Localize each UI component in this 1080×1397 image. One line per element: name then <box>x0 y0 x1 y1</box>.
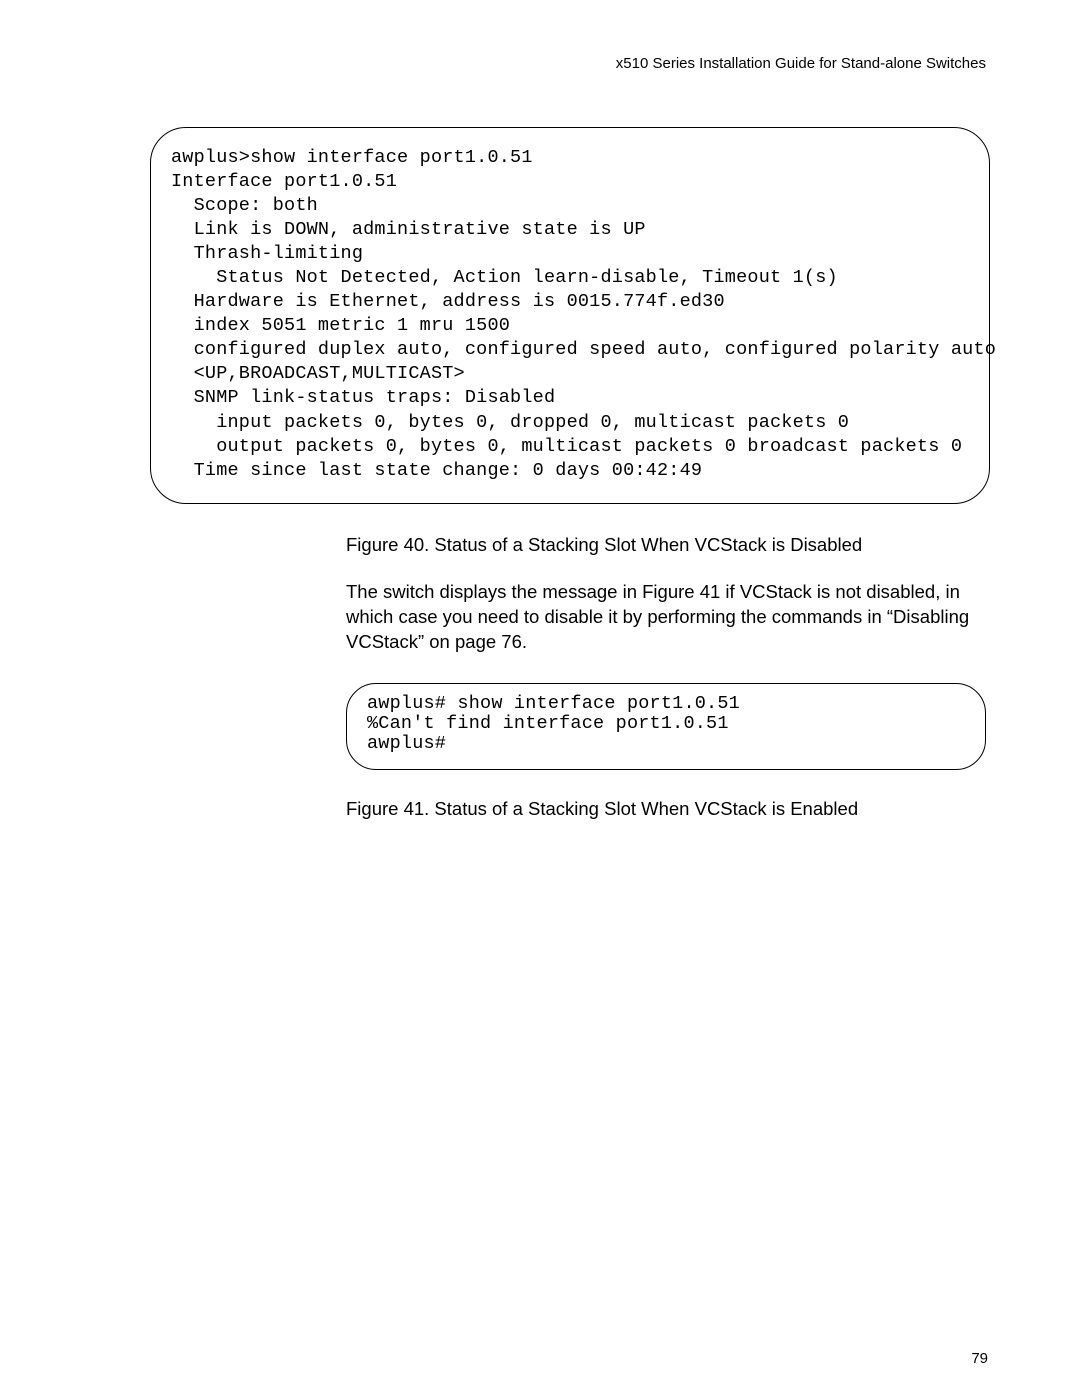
code-block-vcstack-disabled: awplus>show interface port1.0.51 Interfa… <box>150 127 990 504</box>
page-number: 79 <box>971 1350 988 1367</box>
paragraph-vcstack-note: The switch displays the message in Figur… <box>346 580 986 655</box>
page-header: x510 Series Installation Guide for Stand… <box>150 55 990 72</box>
header-title: x510 Series Installation Guide for Stand… <box>616 55 986 72</box>
page: x510 Series Installation Guide for Stand… <box>0 0 1080 1397</box>
figure-40-caption: Figure 40. Status of a Stacking Slot Whe… <box>346 534 986 556</box>
code-block-vcstack-enabled: awplus# show interface port1.0.51 %Can't… <box>346 683 986 770</box>
figure-41-caption: Figure 41. Status of a Stacking Slot Whe… <box>346 798 986 820</box>
